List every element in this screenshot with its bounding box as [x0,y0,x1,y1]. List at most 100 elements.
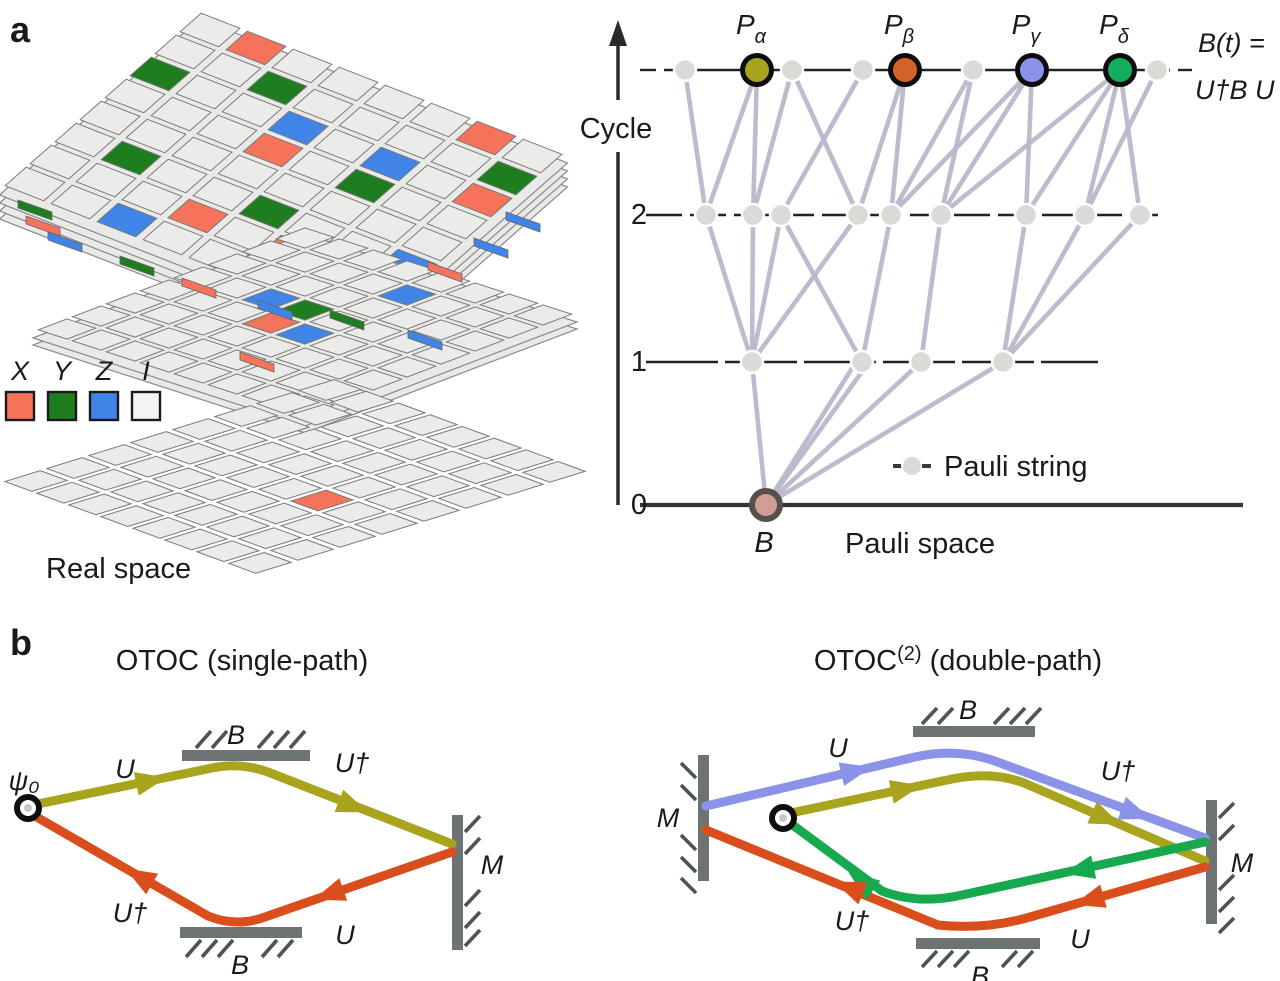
graph-edge [750,67,795,218]
graph-edge [1023,67,1123,218]
labeled-node-periwinkle [1020,58,1044,82]
grid-tile [119,455,185,478]
mirror-hatch-icon [272,729,291,750]
grid-tile [342,297,404,319]
grid-tile [308,238,370,260]
grid-tile [277,428,343,451]
u-label-left-bottomright: U [335,920,355,950]
grid-tile [297,379,363,401]
b-node [755,494,777,516]
grid-tile [87,444,153,466]
grid-tile [437,486,503,509]
grid-tile [279,514,345,537]
grid-tile [409,102,471,138]
graph-edge [938,67,976,218]
grid-tile [331,476,397,499]
graph-edge [750,67,760,218]
grid-tile [75,162,137,198]
graph-edge [749,212,756,365]
grid-tile [257,477,323,500]
grid-tile [274,227,336,249]
pauli-string-node [850,57,876,83]
grid-tile [195,540,261,563]
grid-tile [206,253,268,275]
path-arrow-icon [888,780,922,804]
grid-tile [308,286,370,308]
mirror-hatch-icon [184,938,203,959]
path-arrow-icon [1087,801,1121,825]
graph-edge [1082,67,1160,218]
pauli-string-node [1127,202,1153,228]
grid-tile [355,208,417,244]
grid-tile [444,330,506,352]
grid-tile [77,468,143,491]
pauli-string-label: Pauli string [944,451,1087,483]
grid-tile [444,282,506,304]
graph-edge [888,67,1035,218]
graph-edge [749,212,784,365]
cycle-tick-1: 1 [631,346,647,378]
grid-tile [142,220,204,256]
p-label-0: Pα [736,9,767,48]
cycle-tick-2: 2 [631,199,647,231]
grid-tile [410,295,472,317]
graph-edge [888,67,976,218]
pauli-string-node [693,202,719,228]
grid-tile-colored [242,132,304,168]
graph-edge [938,67,1035,218]
labeled-node-orange [893,58,917,82]
graph-edge [1000,212,1029,365]
graph-edge [1000,212,1088,365]
pauli-operator-legend: X Y Z I [4,356,162,422]
grid-tile [172,362,234,384]
grid-tile [299,464,365,487]
stack-edge-strip-green [17,199,53,221]
grid-tile-colored [267,110,329,146]
pauli-string-node [845,202,871,228]
grid-tile [206,373,268,395]
grid-tile [50,184,112,220]
grid-tile [138,351,200,373]
grid-tile [313,128,375,164]
otoc-single-title: OTOC (single-path) [116,645,369,677]
grid-tile-colored [225,30,287,66]
mirror-hatch-icon [992,706,1011,726]
evolution-path [789,821,1210,904]
grid-tile [104,78,166,114]
grid-tile [203,429,269,452]
grid-tile [395,499,461,522]
legend-swatch-x [4,390,36,422]
grid-tile [240,240,302,262]
mirror-hatch-icon [463,814,482,834]
grid-tile [444,306,506,328]
grid-tile [512,304,574,326]
grid-tile [415,450,481,473]
mirror-b-top-left [182,750,310,761]
mirror-hatch-icon [952,949,971,969]
stack-edge-strip-blue [407,329,443,351]
grid-tile [269,538,335,561]
mirror-hatch-icon [260,938,279,959]
mirror-m-right-panel-right [1206,800,1217,924]
path-arrow-icon [334,789,368,813]
pauli-operator-labels: Pα Pβ Pγ Pδ [736,9,1130,48]
pauli-string-node [1013,202,1039,228]
grid-tile [321,501,387,524]
mirror-hatch-icon [288,729,307,750]
initial-state-dot [24,804,32,812]
psi0-label: ψ₀ [8,766,39,796]
graph-edge [789,67,861,218]
grid-tile [206,349,268,371]
grid-tile [227,551,293,574]
grid-tile-colored [238,194,300,230]
grid-tile-colored [100,140,162,176]
grid-tile [213,405,279,427]
mirror-hatch-icon [194,729,213,750]
grid-tile [478,317,540,339]
b-mirror-label-left-top: B [227,720,245,750]
mirror-hatch-icon [1016,949,1035,969]
pauli-string-node [878,202,904,228]
pauli-string-node [1072,202,1098,228]
pauli-space-graph [609,20,1243,522]
graph-edge [778,67,866,218]
